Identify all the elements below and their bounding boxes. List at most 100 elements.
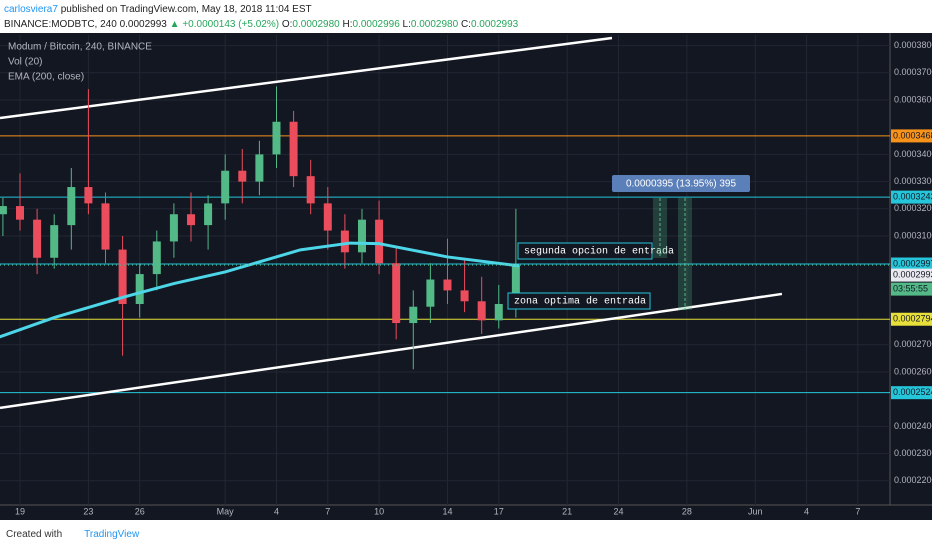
- candle-body: [375, 219, 384, 264]
- ohlc-label: C:: [460, 19, 471, 30]
- ohlc-value: 0.0002996: [352, 19, 400, 30]
- ohlc-label: O:: [281, 19, 293, 30]
- level-label-box: [891, 129, 932, 143]
- candle-body: [238, 170, 247, 182]
- measure-area: [678, 198, 692, 310]
- indicator-label: Vol (20): [8, 57, 42, 68]
- x-tick-label: 7: [855, 506, 860, 516]
- header: carlosviera7 published on TradingView.co…: [4, 2, 518, 32]
- x-tick-label: 28: [682, 506, 692, 516]
- legend-entry: EMA (200, close): [8, 72, 84, 83]
- x-tick-label: 4: [274, 506, 279, 516]
- measure-box: [612, 175, 750, 192]
- level-label-box: [891, 190, 932, 204]
- created: Created with: [6, 529, 63, 540]
- candle-body: [50, 225, 59, 258]
- x-tick-label: 19: [15, 506, 25, 516]
- candle-body: [460, 290, 469, 302]
- chart-bg: [0, 33, 932, 520]
- measure-area: [653, 198, 667, 258]
- brand[interactable]: TradingView: [84, 529, 140, 540]
- annotation: segunda opcion de entrada: [524, 246, 674, 258]
- x-tick-label: 26: [135, 506, 145, 516]
- candle-body: [118, 249, 127, 304]
- candle-body: [135, 274, 144, 304]
- ohlc-value: 0.0002993: [470, 19, 519, 30]
- candle-body: [0, 206, 7, 215]
- ohlc-label: H:: [342, 19, 353, 30]
- candle-body: [340, 230, 349, 253]
- candle-body: [511, 265, 520, 304]
- candle-body: [494, 303, 503, 321]
- candle-body: [357, 219, 366, 253]
- annotation-box: [517, 242, 653, 260]
- ema-line: [0, 241, 520, 339]
- candle-body: [67, 187, 76, 226]
- candle-body: [443, 279, 452, 291]
- candle-body: [221, 170, 230, 204]
- candle-body: [289, 121, 298, 177]
- last-price-label: 0.0002993: [893, 269, 932, 279]
- level-label: 0.0002794: [893, 314, 932, 324]
- candle-body: [323, 203, 332, 231]
- ohlc-label: L:: [402, 19, 411, 30]
- candle-body: [392, 263, 401, 324]
- candle-body: [204, 203, 213, 226]
- candle-body: [152, 241, 161, 275]
- x-tick-label: 24: [613, 506, 623, 516]
- candle-body: [84, 187, 93, 204]
- x-tick-label: 4: [804, 506, 809, 516]
- level-label: 0.0003468: [893, 130, 932, 140]
- author[interactable]: carlosviera7: [4, 4, 58, 15]
- candle-body: [409, 306, 418, 324]
- x-tick-label: 7: [325, 506, 330, 516]
- x-tick-label: Jun: [748, 506, 763, 516]
- x-tick-label: 23: [83, 506, 93, 516]
- price: 0.0002993: [119, 19, 167, 30]
- candle-body: [272, 121, 281, 155]
- level-label-box: [891, 386, 932, 400]
- ohlc-value: 0.0002980: [410, 19, 459, 30]
- x-tick-label: 10: [374, 506, 384, 516]
- candle-body: [33, 219, 42, 258]
- candle-body: [426, 279, 435, 307]
- level-label: 0.0003243: [893, 191, 932, 201]
- y-tick-label: 0.0002200: [894, 475, 932, 485]
- footer: Created with TradingView: [6, 529, 139, 540]
- x-tick-label: 14: [442, 506, 452, 516]
- last-price-label-box: [891, 268, 932, 282]
- level-label: 0.0002524: [893, 387, 932, 397]
- change: ▲ +0.0000143 (+5.02%): [169, 19, 280, 30]
- countdown-label: 03:55:55: [893, 283, 928, 293]
- measure-label: 0.0000395 (13.95%) 395: [626, 179, 737, 190]
- chart-title: Modum / Bitcoin, 240, BINANCE: [8, 42, 152, 53]
- ohlc-value: 0.0002980: [292, 19, 340, 30]
- trend-line: [0, 36, 613, 120]
- candle-body: [169, 214, 178, 242]
- level-label-box: [891, 257, 932, 271]
- candle-body: [255, 154, 264, 182]
- level-label-box: [891, 312, 932, 326]
- x-tick-label: 17: [494, 506, 504, 516]
- candle-body: [16, 206, 25, 220]
- candle-body: [306, 176, 315, 204]
- published: published on TradingView.com, May 18, 20…: [60, 4, 312, 15]
- countdown-label-box: [891, 282, 932, 296]
- annotation-box: [507, 292, 651, 310]
- candle-body: [101, 203, 110, 250]
- trend-line: [0, 292, 783, 410]
- x-tick-label: 21: [562, 506, 572, 516]
- annotation: zona optima de entrada: [514, 296, 646, 308]
- candle-body: [186, 214, 195, 226]
